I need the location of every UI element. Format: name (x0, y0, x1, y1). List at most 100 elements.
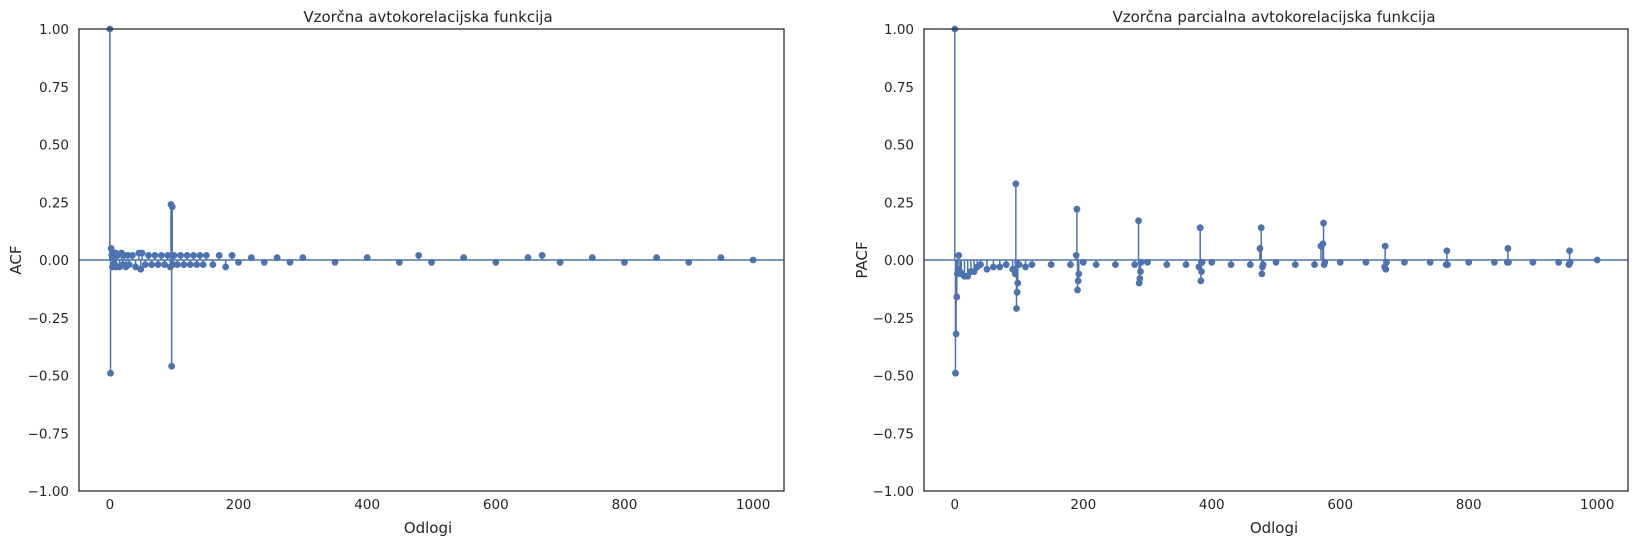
acf-y-tick-label: 1.00 (39, 22, 69, 38)
acf-point (177, 251, 185, 259)
pacf-point (1047, 261, 1055, 269)
acf-point (107, 369, 114, 377)
acf-x-tick-label: 800 (612, 497, 638, 513)
pacf-point (1182, 261, 1190, 269)
pacf-point (1073, 205, 1081, 213)
pacf-point (1198, 268, 1205, 275)
acf-point (137, 265, 145, 273)
pacf-y-axis-label: PACF (853, 241, 871, 278)
pacf-x-axis-label: Odlogi (1250, 519, 1298, 537)
acf-point (145, 251, 152, 259)
acf-point (186, 261, 194, 269)
pacf-point (989, 263, 997, 271)
acf-y-tick-label: 0.75 (39, 80, 69, 96)
acf-point (161, 261, 168, 269)
acf-chart-title: Vzorčna avtokorelacijska funkcija (303, 8, 552, 26)
pacf-panel: Vzorčna parcialna avtokorelacijska funkc… (853, 8, 1629, 537)
acf-point (174, 261, 181, 269)
pacf-point (1137, 268, 1144, 275)
pacf-x-tick-label: 0 (951, 497, 960, 513)
pacf-point (1443, 247, 1451, 255)
acf-point (215, 251, 223, 259)
pacf-ticks: 0 200 400 600 800 1000 −1.00 −0.75 −0.50 −0.25 0.0… (873, 22, 1615, 513)
pacf-point (996, 263, 1004, 271)
pacf-point (1074, 277, 1082, 285)
pacf-x-tick-label: 600 (1327, 497, 1353, 513)
pacf-point (952, 330, 960, 338)
acf-panel: Vzorčna avtokorelacijska funkcija Odlogi… (7, 8, 785, 537)
acf-point (538, 251, 546, 259)
acf-x-axis-label: Odlogi (404, 519, 452, 537)
pacf-plot-frame (923, 28, 1629, 492)
acf-y-tick-label: 0.00 (39, 253, 69, 269)
acf-y-tick-label: −0.50 (28, 369, 69, 385)
pacf-point (1013, 288, 1021, 296)
acf-x-tick-label: 600 (483, 497, 509, 513)
pacf-point (1136, 275, 1144, 282)
pacf-y-tick-label: 0.25 (884, 195, 914, 211)
acf-y-tick-label: 0.25 (39, 195, 69, 211)
pacf-point (1382, 265, 1390, 273)
pacf-point (1074, 286, 1081, 294)
acf-y-axis-label: ACF (7, 245, 25, 274)
pacf-x-tick-label: 800 (1456, 497, 1482, 513)
acf-y-tick-label: −0.25 (28, 311, 69, 327)
acf-y-tick-label: −0.75 (28, 426, 69, 442)
pacf-point (1022, 263, 1029, 271)
pacf-y-tick-label: −1.00 (873, 484, 914, 500)
acf-x-tick-label: 200 (226, 497, 252, 513)
acf-point (199, 261, 207, 269)
acf-point (170, 251, 178, 259)
pacf-point (955, 251, 963, 259)
pacf-y-tick-label: 1.00 (884, 22, 914, 38)
pacf-point (1196, 224, 1204, 232)
acf-point (415, 251, 423, 259)
acf-point (222, 263, 230, 271)
pacf-marks (924, 25, 1628, 377)
pacf-y-tick-label: 0.50 (884, 138, 914, 154)
acf-x-tick-label: 1000 (736, 497, 770, 513)
pacf-point (1028, 261, 1036, 269)
pacf-chart-title: Vzorčna parcialna avtokorelacijska funkc… (1112, 8, 1435, 26)
acf-point (164, 251, 172, 259)
acf-point (209, 261, 217, 269)
pacf-x-tick-label: 200 (1070, 497, 1096, 513)
pacf-x-tick-label: 400 (1199, 497, 1225, 513)
pacf-y-tick-label: −0.50 (873, 369, 914, 385)
acf-point (190, 251, 197, 259)
acf-x-tick-label: 0 (106, 497, 115, 513)
pacf-point (1504, 245, 1512, 252)
pacf-point (1246, 261, 1254, 269)
pacf-point (983, 265, 991, 273)
acf-point (193, 261, 201, 269)
pacf-point (1258, 270, 1266, 278)
pacf-point (1227, 261, 1235, 269)
acf-point (132, 263, 140, 271)
pacf-point (1291, 261, 1299, 269)
pacf-y-tick-label: −0.75 (873, 426, 914, 442)
acf-point (202, 251, 210, 259)
pacf-point (1075, 270, 1083, 278)
pacf-point (1381, 242, 1389, 250)
pacf-point (1197, 277, 1205, 285)
pacf-point (1012, 180, 1020, 188)
pacf-point (1311, 261, 1318, 269)
pacf-point (952, 369, 959, 377)
pacf-point (1320, 219, 1327, 227)
acf-point (168, 362, 176, 370)
pacf-x-tick-label: 1000 (1580, 497, 1614, 513)
pacf-point (1259, 261, 1267, 269)
acf-point (154, 261, 162, 269)
acf-point (148, 261, 156, 269)
pacf-point (1257, 224, 1265, 232)
pacf-point (977, 261, 984, 269)
acf-plot-frame (78, 28, 785, 492)
pacf-y-tick-label: 0.00 (884, 253, 914, 269)
pacf-point (1014, 279, 1022, 287)
acf-point (180, 261, 188, 269)
acf-point (138, 249, 146, 257)
acf-point (157, 251, 165, 259)
acf-point (151, 251, 159, 259)
acf-point (183, 251, 191, 259)
